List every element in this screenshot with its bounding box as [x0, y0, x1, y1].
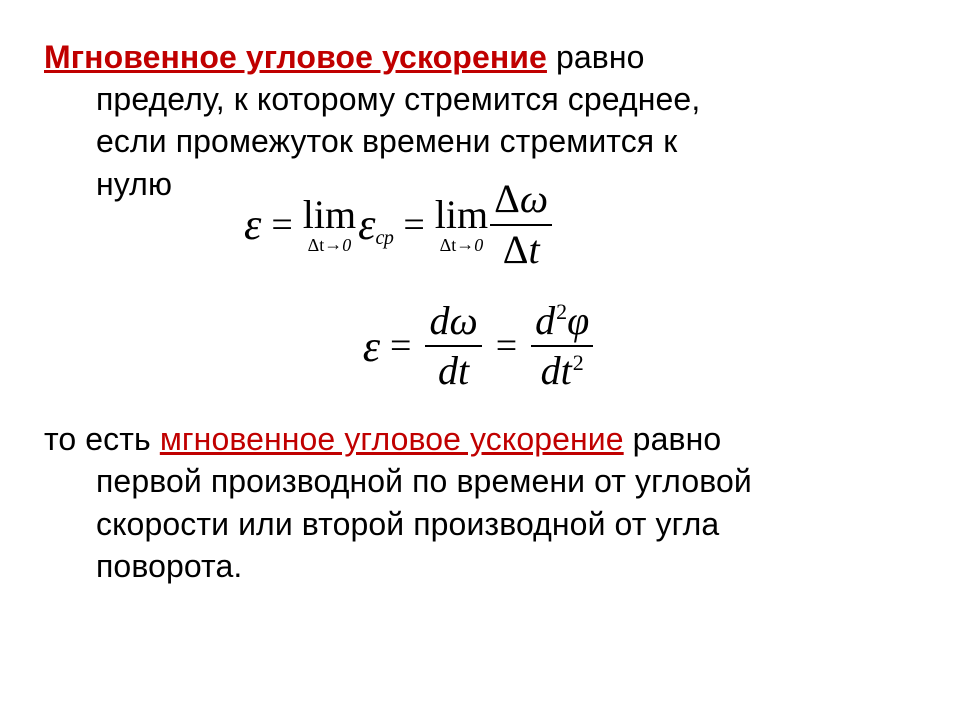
fraction-denominator: Δt: [499, 230, 544, 271]
symbol-equals: =: [496, 324, 517, 368]
text-run: если промежуток времени стремится к: [96, 123, 677, 159]
fraction-bar: [490, 224, 552, 226]
symbol-equals: =: [271, 203, 292, 247]
limit-block-1: lim Δt→0: [303, 195, 356, 254]
fraction-denominator: dt: [434, 351, 473, 392]
defined-term-2: мгновенное угловое ускорение: [160, 421, 624, 457]
symbol-equals: =: [403, 203, 424, 247]
text-run: то есть: [44, 421, 160, 457]
lim-target: Δt→0: [308, 236, 352, 254]
math-expression: ε = dω dt = d2φ dt2: [363, 301, 598, 393]
fraction-bar: [531, 345, 593, 347]
text-run: первой производной по времени от угловой: [96, 463, 752, 499]
fraction-numerator: d2φ: [531, 301, 593, 342]
subscript-cp: cp: [375, 227, 393, 250]
math-expression: ε = lim Δt→0 ε cp = lim Δt→0 Δω: [244, 179, 556, 271]
text-run: равно: [547, 39, 645, 75]
fraction-numerator: Δω: [490, 179, 552, 220]
fraction-bar: [425, 345, 481, 347]
text-run: равно: [624, 421, 722, 457]
fraction-d2phi-dt2: d2φ dt2: [531, 301, 593, 393]
text-run: пределу, к которому стремится среднее,: [96, 81, 700, 117]
symbol-equals: =: [390, 324, 411, 368]
equation-derivative-form: ε = dω dt = d2φ dt2: [44, 301, 916, 393]
symbol-epsilon: ε: [363, 321, 380, 372]
fraction-domega-dt: dω dt: [425, 301, 481, 393]
limit-block-2: lim Δt→0: [435, 195, 488, 254]
defined-term-1: Мгновенное угловое ускорение: [44, 39, 547, 75]
slide: Мгновенное угловое ускорение равно преде…: [0, 0, 960, 720]
fraction-numerator: dω: [425, 301, 481, 342]
equation-limit-definition: ε = lim Δt→0 ε cp = lim Δt→0 Δω: [44, 179, 960, 271]
lim-word: lim: [435, 195, 488, 235]
text-run: скорости или второй производной от угла: [96, 506, 719, 542]
lim-word: lim: [303, 195, 356, 235]
text-run: поворота.: [96, 548, 242, 584]
symbol-epsilon: ε: [244, 199, 261, 250]
fraction-delta-omega-over-delta-t: Δω Δt: [490, 179, 552, 271]
lim-target: Δt→0: [440, 236, 484, 254]
paragraph-conclusion: то есть мгновенное угловое ускорение рав…: [44, 418, 916, 587]
symbol-epsilon-avg: ε: [358, 199, 375, 250]
text-run: нулю: [96, 166, 172, 202]
fraction-denominator: dt2: [537, 351, 588, 392]
